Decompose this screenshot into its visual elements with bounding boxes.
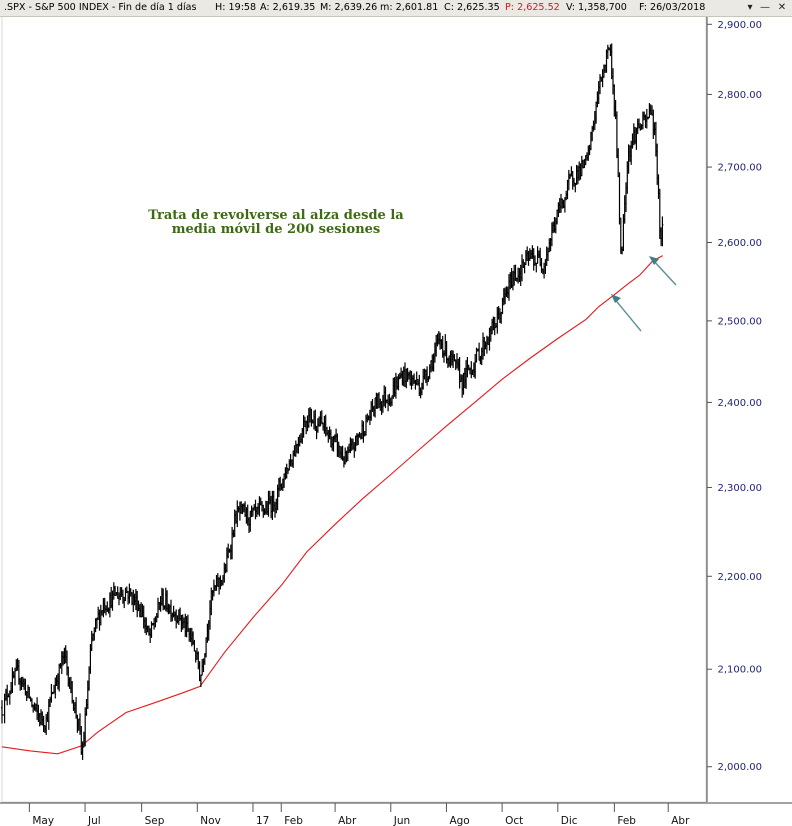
x-tick-label: 17 — [256, 815, 269, 826]
x-tick-label: Feb — [284, 815, 303, 826]
y-axis: 2,000.00 2,100.00 2,200.00 2,300.00 2,400.00… — [706, 14, 762, 802]
x-tick-label: Oct — [505, 815, 523, 826]
time-value: H: 19:58 — [215, 2, 257, 13]
y-tick-label: 2,000.00 — [717, 762, 762, 773]
x-axis: May Jul Sep Nov 17 Feb Abr Jun Ago Oct Dic Feb Abr — [0, 802, 792, 826]
x-tick-label: Jun — [393, 815, 410, 826]
y-tick-label: 2,200.00 — [717, 572, 762, 583]
close-value: C: 2,625.35 — [444, 2, 500, 13]
y-tick-label: 2,900.00 — [717, 20, 762, 31]
y-tick-label: 2,100.00 — [717, 665, 762, 676]
x-tick-label: Ago — [449, 815, 469, 826]
x-tick-label: Sep — [145, 815, 165, 826]
x-tick-label: Dic — [561, 815, 578, 826]
x-tick-label: Abr — [338, 815, 357, 826]
y-tick-label: 2,400.00 — [717, 398, 762, 409]
chart-header: .SPX - S&P 500 INDEX - Fin de día 1 días… — [0, 0, 792, 17]
moving-average-200-group — [1, 255, 663, 755]
minimize-icon[interactable]: — — [760, 2, 770, 13]
date-value: F: 26/03/2018 — [639, 2, 706, 13]
annotation-line-1: Trata de revolverse al alza desde la — [148, 208, 404, 223]
annotation-line-2: media móvil de 200 sesiones — [172, 222, 381, 237]
arrow-to-march-low — [649, 256, 677, 286]
moving-average-200-line — [1, 255, 663, 755]
x-tick-label: Nov — [200, 815, 221, 826]
arrow-to-february-low — [611, 294, 642, 332]
dropdown-icon[interactable]: ▾ — [747, 2, 753, 13]
last-price-value: P: 2,625.52 — [505, 2, 560, 13]
y-tick-label: 2,300.00 — [717, 483, 762, 494]
y-tick-label: 2,600.00 — [717, 238, 762, 249]
open-value: A: 2,619.35 — [260, 2, 316, 13]
low-value: m: 2,601.81 — [380, 2, 439, 13]
x-tick-label: Feb — [617, 815, 636, 826]
price-bars-group — [0, 43, 664, 760]
x-tick-label: Jul — [87, 815, 101, 826]
high-value: M: 2,639.26 — [320, 2, 378, 13]
x-tick-label: Abr — [671, 815, 690, 826]
y-tick-label: 2,700.00 — [717, 163, 762, 174]
close-icon[interactable]: ✕ — [777, 2, 787, 13]
y-tick-label: 2,800.00 — [717, 90, 762, 101]
price-bar — [661, 216, 664, 247]
y-tick-label: 2,500.00 — [717, 316, 762, 327]
volume-value: V: 1,358,700 — [566, 2, 627, 13]
symbol-description: .SPX - S&P 500 INDEX - Fin de día 1 días — [4, 2, 197, 13]
x-tick-label: May — [32, 815, 54, 826]
